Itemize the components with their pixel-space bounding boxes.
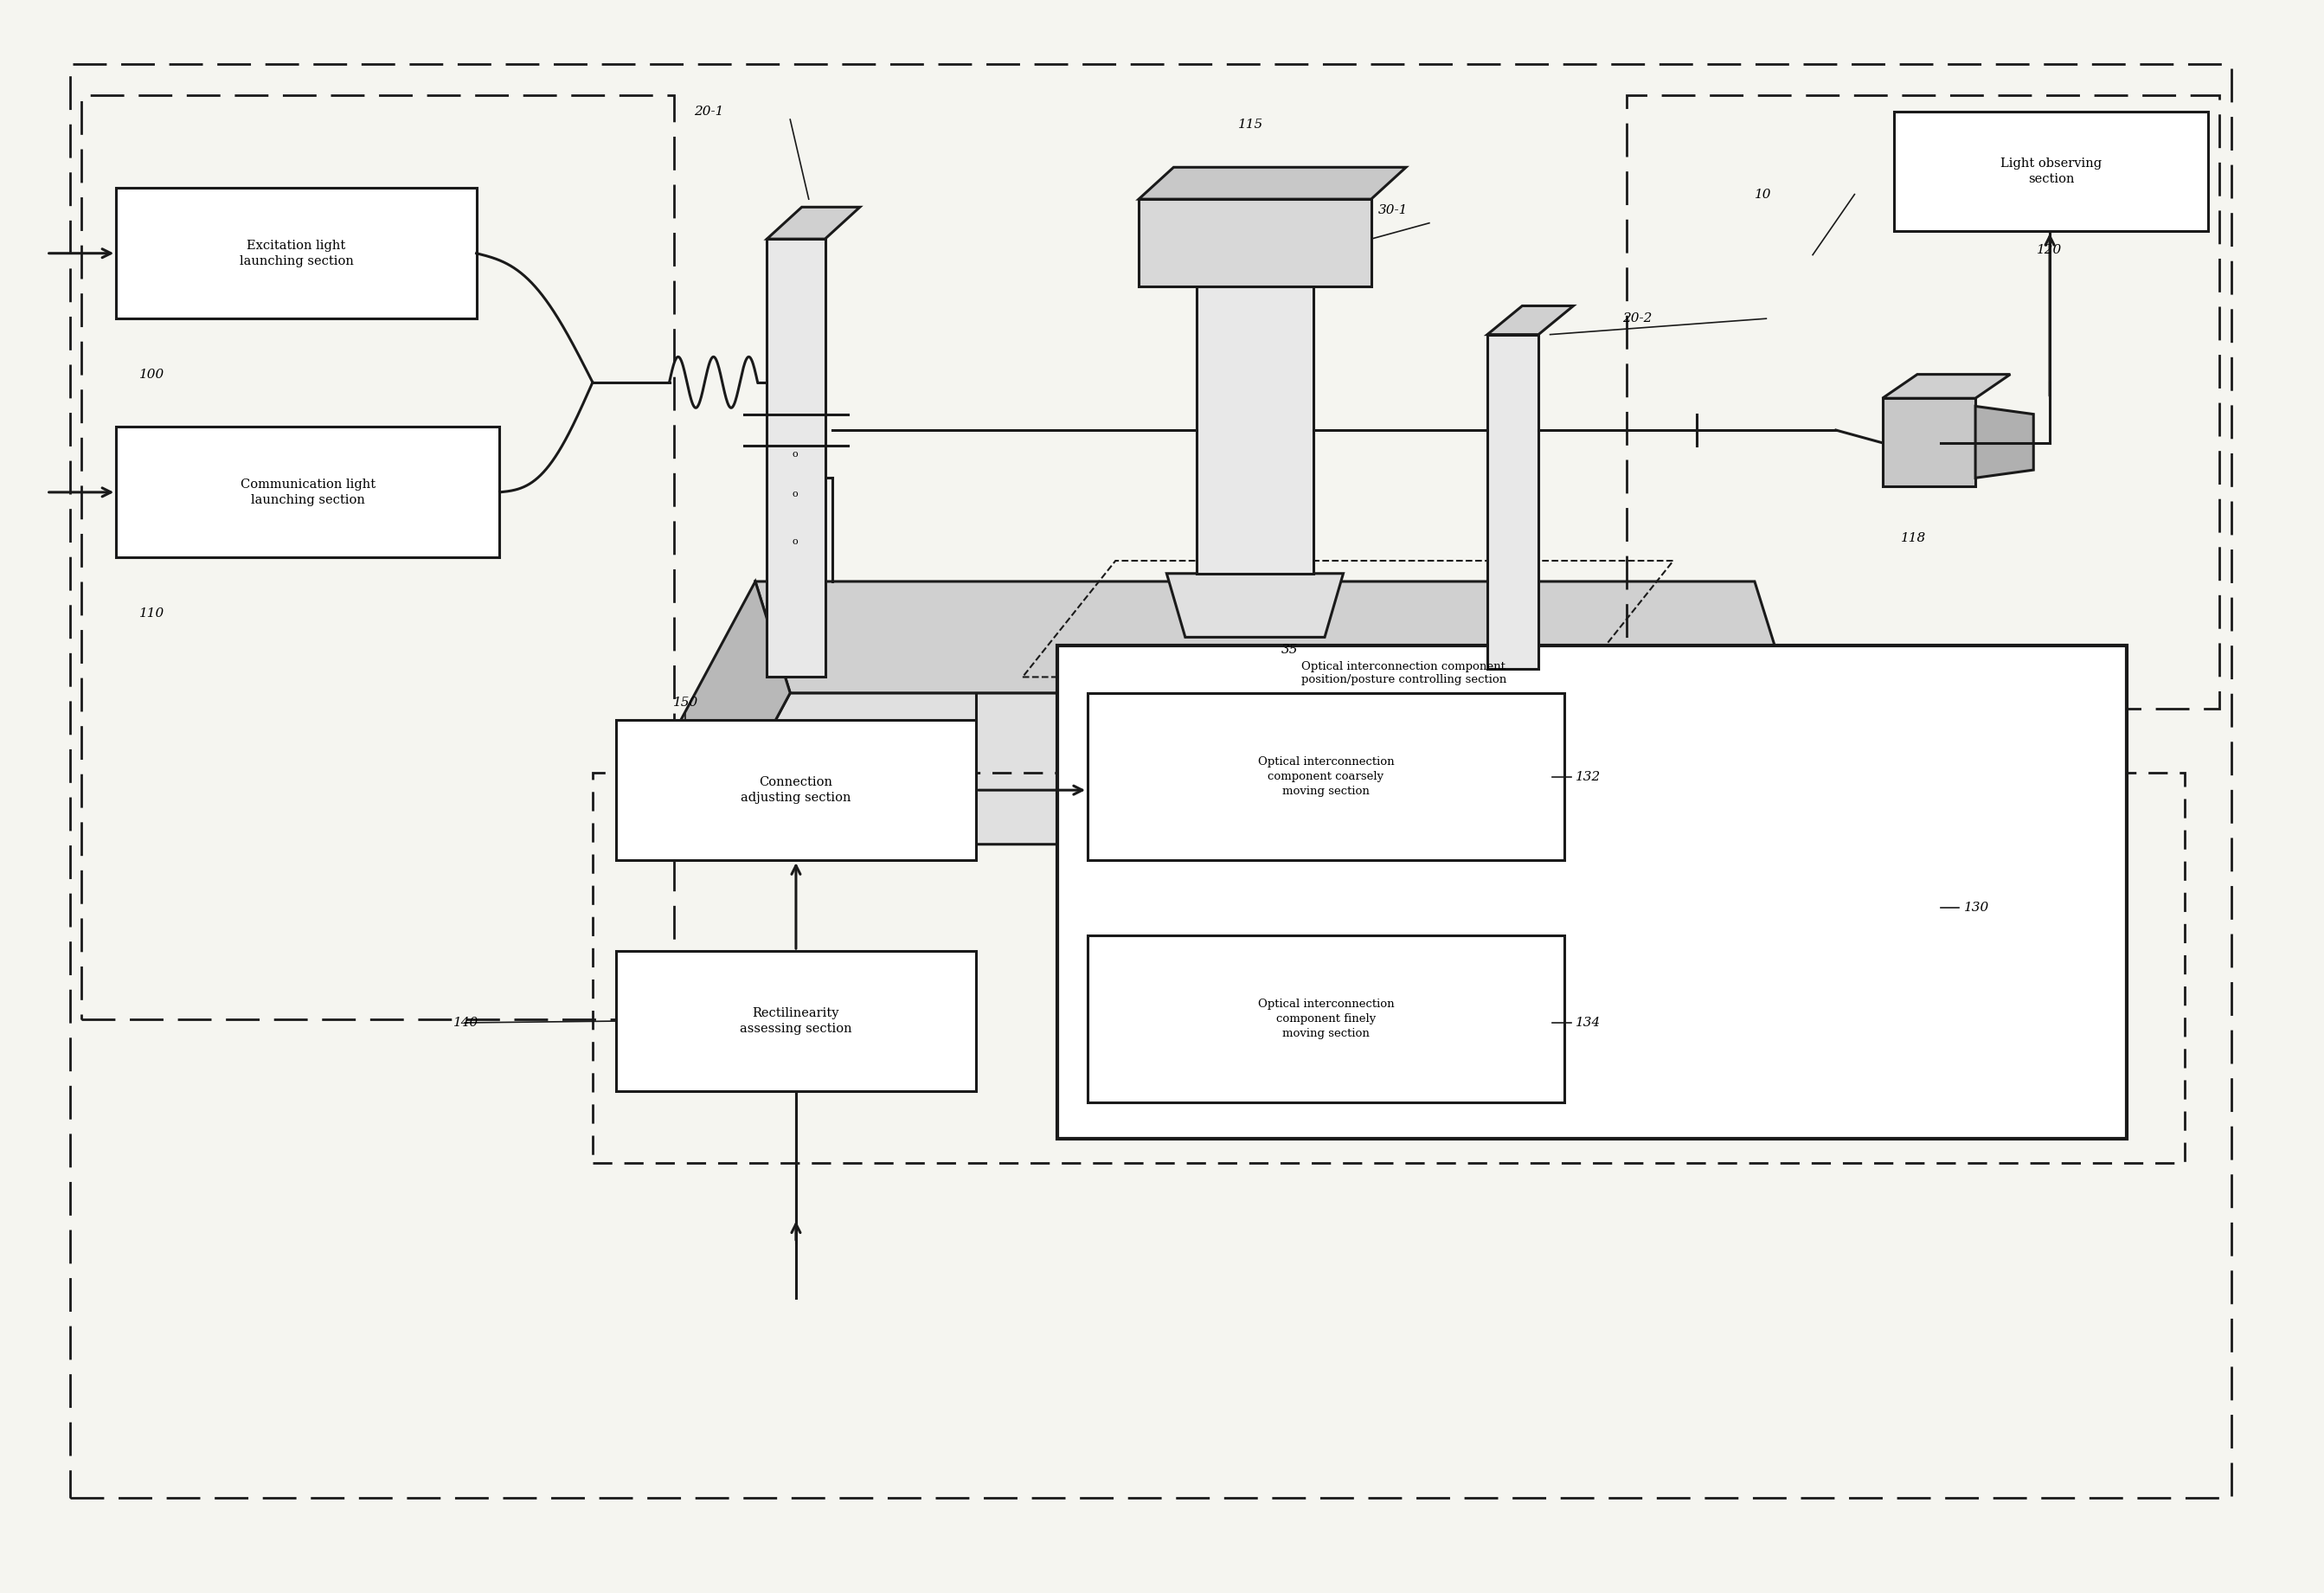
- Polygon shape: [1167, 573, 1343, 637]
- Text: 134: 134: [1576, 1016, 1601, 1029]
- Text: 110: 110: [139, 607, 165, 620]
- Text: 140: 140: [453, 1016, 479, 1029]
- Text: 130: 130: [1964, 902, 1989, 914]
- Text: Excitation light
launching section: Excitation light launching section: [239, 239, 353, 268]
- Polygon shape: [755, 581, 1789, 693]
- Text: 118: 118: [1901, 532, 1927, 545]
- Bar: [1894, 112, 2208, 231]
- Polygon shape: [1975, 406, 2034, 478]
- Polygon shape: [1487, 335, 1538, 669]
- Text: 20-2: 20-2: [1622, 312, 1652, 325]
- Text: Optical interconnection
component coarsely
moving section: Optical interconnection component coarse…: [1257, 757, 1394, 796]
- Text: Optical interconnection component
position/posture controlling section: Optical interconnection component positi…: [1301, 661, 1506, 685]
- Text: 115: 115: [1239, 118, 1262, 131]
- Bar: [1627, 96, 2219, 709]
- Text: 150: 150: [674, 696, 697, 709]
- Text: 20-1: 20-1: [695, 105, 723, 118]
- Bar: [1088, 693, 1564, 860]
- Bar: [1057, 645, 2126, 1139]
- Bar: [116, 427, 500, 558]
- Polygon shape: [709, 693, 1789, 844]
- Polygon shape: [674, 581, 790, 844]
- Bar: [116, 188, 476, 319]
- Text: o: o: [792, 489, 797, 499]
- Polygon shape: [767, 239, 825, 677]
- Bar: [1882, 398, 1975, 486]
- Bar: [1139, 199, 1371, 287]
- Bar: [593, 773, 2185, 1163]
- Text: Light observing
section: Light observing section: [2001, 158, 2101, 185]
- Polygon shape: [1139, 167, 1406, 199]
- Bar: [1088, 935, 1564, 1102]
- Text: Communication light
launching section: Communication light launching section: [239, 478, 376, 507]
- Text: 120: 120: [2038, 244, 2061, 256]
- Polygon shape: [767, 207, 860, 239]
- Text: 100: 100: [139, 368, 165, 381]
- Bar: [616, 951, 976, 1091]
- Bar: [81, 96, 674, 1020]
- Text: 35: 35: [1281, 644, 1299, 656]
- Text: 132: 132: [1576, 771, 1601, 784]
- Polygon shape: [1487, 306, 1573, 335]
- Bar: [616, 720, 976, 860]
- Text: 10: 10: [1755, 188, 1771, 201]
- Polygon shape: [1882, 374, 2010, 398]
- Text: Rectilinearity
assessing section: Rectilinearity assessing section: [739, 1007, 853, 1035]
- Text: o: o: [792, 449, 797, 459]
- Text: Connection
adjusting section: Connection adjusting section: [741, 776, 851, 804]
- Polygon shape: [1197, 287, 1313, 573]
- Text: Optical interconnection
component finely
moving section: Optical interconnection component finely…: [1257, 999, 1394, 1039]
- Text: 30-1: 30-1: [1378, 204, 1408, 217]
- Text: o: o: [792, 537, 797, 546]
